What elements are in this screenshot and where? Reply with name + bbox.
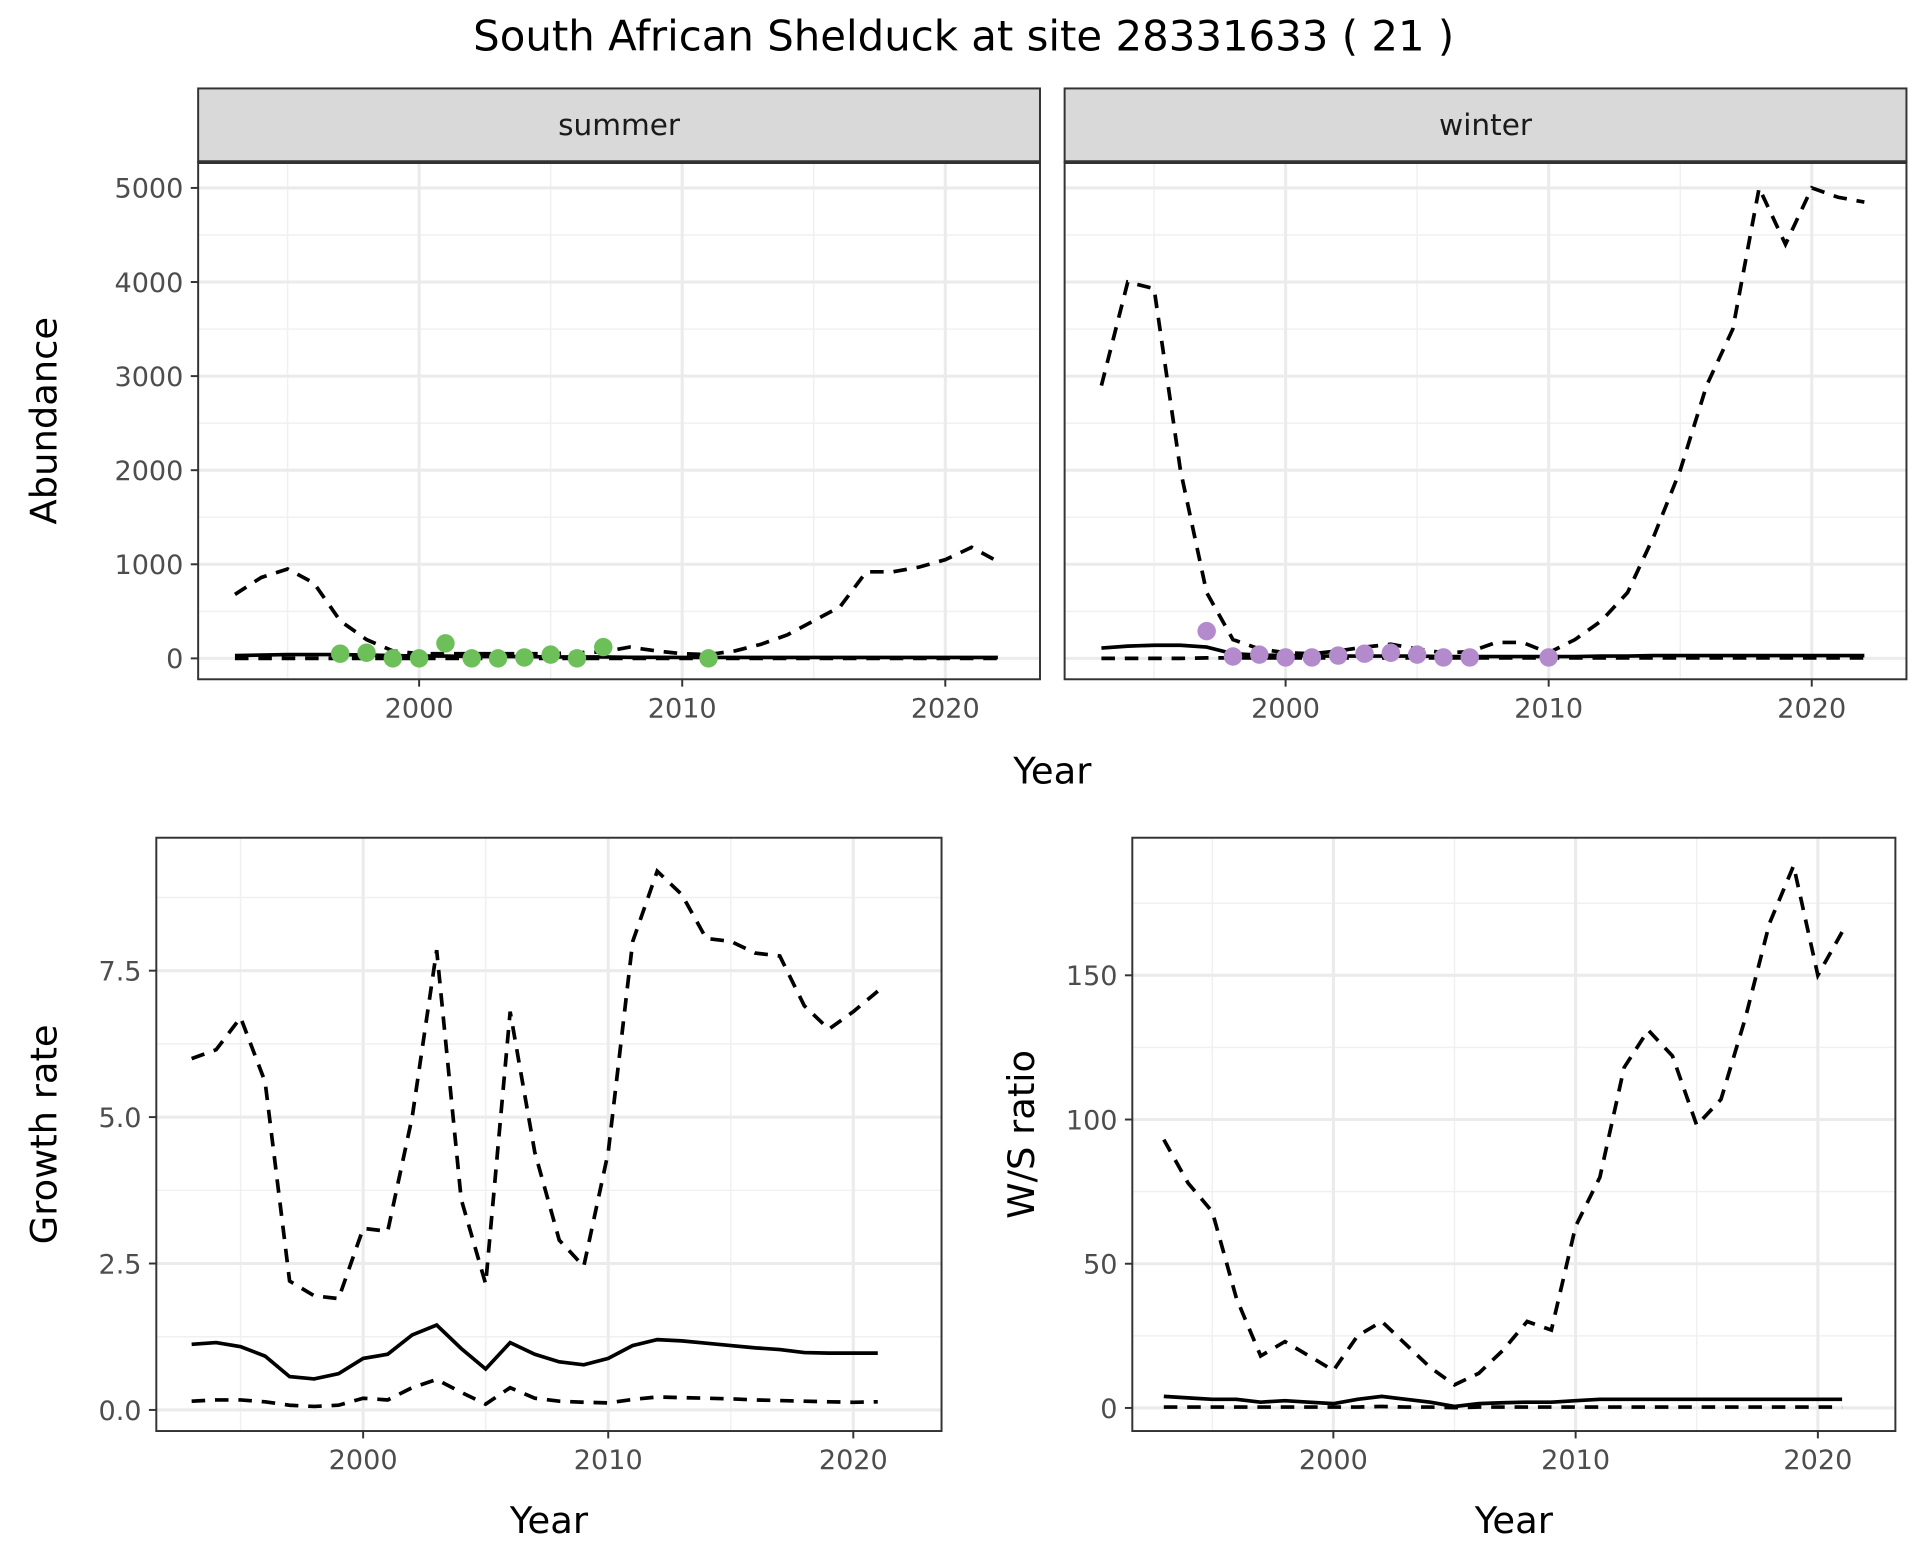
series-line-lower xyxy=(1163,1404,1843,1410)
data-point xyxy=(1302,648,1322,667)
data-point xyxy=(488,649,508,668)
data-point xyxy=(409,649,429,668)
panel-growth: 2000 2010 2020 0.0 2.5 5.0 7.5 Growth rate Year xyxy=(23,836,943,1542)
x-tick-label: 2010 xyxy=(1541,1445,1610,1476)
data-point xyxy=(1197,621,1216,641)
y-tick-label: 5.0 xyxy=(98,1103,141,1134)
x-tick-label: 2020 xyxy=(1777,693,1846,724)
data-point xyxy=(515,648,534,667)
series-line-lower xyxy=(191,1377,878,1409)
data-point xyxy=(541,645,560,664)
series-line-mean xyxy=(1163,1394,1843,1409)
facet-strip xyxy=(1063,87,1908,164)
x-tick-label: 2000 xyxy=(329,1445,398,1476)
x-tick-label: 2010 xyxy=(574,1445,643,1476)
series-line-upper xyxy=(233,545,999,657)
data-point xyxy=(567,649,587,668)
y-tick-label: 5000 xyxy=(114,174,183,205)
data-point xyxy=(594,637,613,657)
x-tick-label: 2010 xyxy=(1514,693,1583,724)
series-line-mean xyxy=(191,1322,878,1381)
data-point xyxy=(1539,648,1558,667)
data-point xyxy=(1355,644,1374,663)
panel-ratio: 2000 2010 2020 0 50 100 150 W/S ratio Year xyxy=(1000,836,1897,1542)
facet-label: summer xyxy=(558,108,681,142)
series-line-upper xyxy=(1162,859,1844,1387)
data-point xyxy=(1460,648,1479,667)
data-point xyxy=(1276,648,1295,667)
shared-x-axis-title: Year xyxy=(1012,750,1092,793)
y-tick-label: 0.0 xyxy=(98,1396,141,1427)
x-axis-title: Year xyxy=(509,1499,589,1542)
x-tick-label: 2020 xyxy=(819,1445,888,1476)
data-point xyxy=(357,643,376,662)
y-tick-label: 50 xyxy=(1083,1250,1117,1281)
y-axis-title: Growth rate xyxy=(23,1024,66,1244)
x-tick-label: 2010 xyxy=(648,693,717,724)
data-point xyxy=(383,649,403,668)
data-point xyxy=(1250,645,1269,664)
y-tick-label: 1000 xyxy=(114,550,183,581)
y-tick-label: 4000 xyxy=(114,268,183,299)
chart-title: South African Shelduck at site 28331633 … xyxy=(473,11,1454,60)
x-tick-label: 2000 xyxy=(1299,1445,1368,1476)
y-tick-label: 100 xyxy=(1066,1105,1118,1136)
panel-winter: winter 2000 2010 2020 xyxy=(1063,87,1908,724)
y-axis-title: W/S ratio xyxy=(1000,1050,1043,1219)
data-point xyxy=(436,634,455,653)
y-tick-label: 3000 xyxy=(114,362,183,393)
data-point xyxy=(1328,646,1348,665)
y-tick-label: 0 xyxy=(166,644,183,675)
x-tick-label: 2020 xyxy=(911,693,980,724)
panel-border xyxy=(1131,836,1897,1433)
data-point xyxy=(1407,645,1427,664)
data-point xyxy=(1434,648,1453,667)
y-tick-label: 0 xyxy=(1100,1394,1117,1425)
x-tick-label: 2000 xyxy=(1251,693,1320,724)
data-point xyxy=(462,649,481,668)
y-tick-label: 2.5 xyxy=(98,1249,141,1280)
x-axis-title: Year xyxy=(1474,1499,1554,1542)
data-point xyxy=(1381,643,1401,662)
x-tick-label: 2000 xyxy=(385,693,454,724)
series-line-upper xyxy=(1099,181,1865,656)
facet-strip xyxy=(197,87,1041,164)
panel-summer: summer 2000 2010 2020 0 1000 2000 3000 4000 5000 A… xyxy=(23,87,1041,724)
panel-border xyxy=(155,836,943,1433)
data-point xyxy=(1223,647,1243,666)
data-point xyxy=(699,649,718,668)
facet-label: winter xyxy=(1439,108,1533,142)
x-tick-label: 2020 xyxy=(1783,1445,1852,1476)
y-axis-title: Abundance xyxy=(23,317,66,525)
y-tick-label: 7.5 xyxy=(98,957,141,988)
data-point xyxy=(330,644,350,663)
series-line-upper xyxy=(191,867,879,1301)
y-tick-label: 150 xyxy=(1066,961,1118,992)
y-tick-label: 2000 xyxy=(114,456,183,487)
